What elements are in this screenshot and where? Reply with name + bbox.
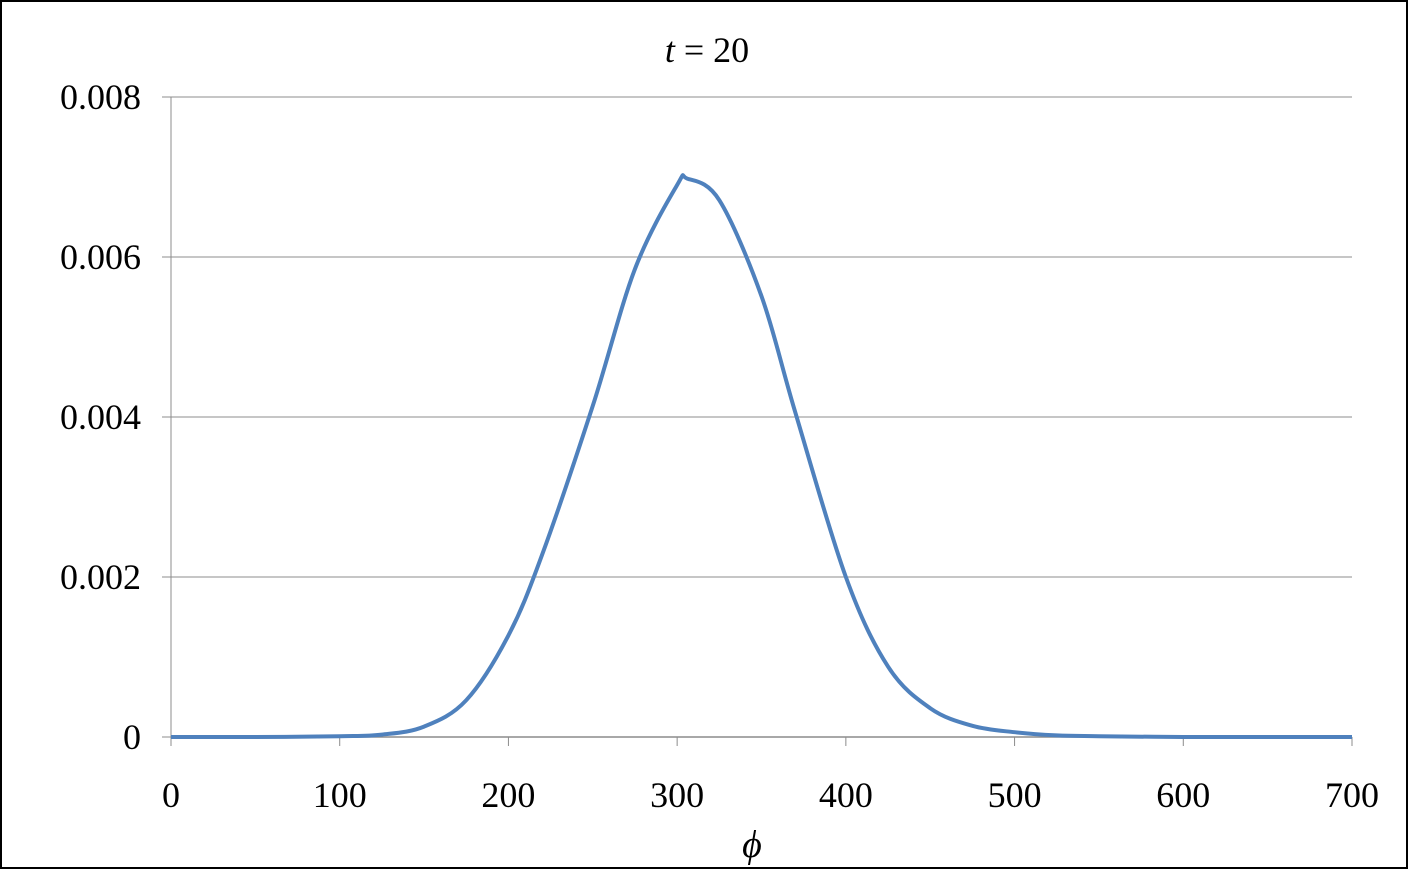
- y-tick-label: 0.002: [60, 557, 141, 597]
- x-tick-label: 600: [1156, 775, 1210, 815]
- x-tick-label: 700: [1325, 775, 1379, 815]
- y-tick-label: 0.008: [60, 77, 141, 117]
- x-axis-label: ϕ: [742, 824, 762, 866]
- chart-title-value: = 20: [675, 30, 749, 70]
- x-tick-label: 100: [313, 775, 367, 815]
- y-tick-label: 0.004: [60, 397, 141, 437]
- y-tick-label: 0.006: [60, 237, 141, 277]
- x-tick-label: 0: [162, 775, 180, 815]
- y-tick-label: 0: [123, 717, 141, 757]
- x-tick-label: 300: [650, 775, 704, 815]
- series-line: [171, 175, 1352, 737]
- x-tick-label: 500: [988, 775, 1042, 815]
- chart-title: t = 20: [665, 30, 749, 70]
- x-tick-label: 400: [819, 775, 873, 815]
- x-tick-label: 200: [481, 775, 535, 815]
